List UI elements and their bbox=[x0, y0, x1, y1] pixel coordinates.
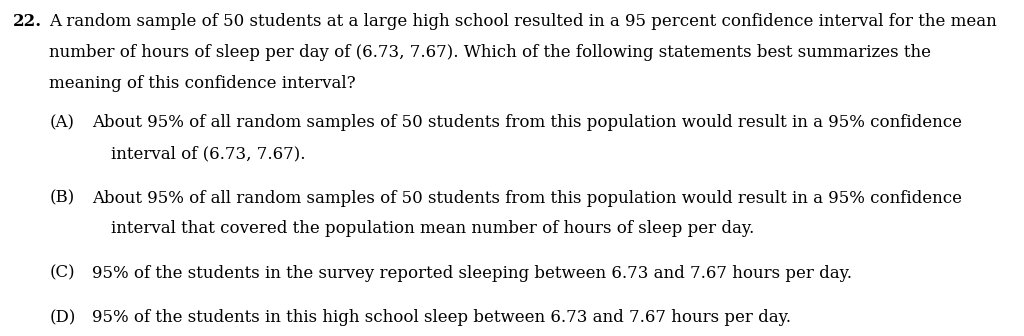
Text: (B): (B) bbox=[49, 190, 75, 207]
Text: 22.: 22. bbox=[13, 13, 42, 31]
Text: interval of (6.73, 7.67).: interval of (6.73, 7.67). bbox=[111, 145, 305, 162]
Text: (A): (A) bbox=[49, 114, 74, 131]
Text: meaning of this confidence interval?: meaning of this confidence interval? bbox=[49, 75, 355, 92]
Text: (C): (C) bbox=[49, 265, 75, 282]
Text: About 95% of all random samples of 50 students from this population would result: About 95% of all random samples of 50 st… bbox=[92, 114, 963, 131]
Text: 95% of the students in the survey reported sleeping between 6.73 and 7.67 hours : 95% of the students in the survey report… bbox=[92, 265, 852, 282]
Text: number of hours of sleep per day of (6.73, 7.67). Which of the following stateme: number of hours of sleep per day of (6.7… bbox=[49, 44, 931, 61]
Text: interval that covered the population mean number of hours of sleep per day.: interval that covered the population mea… bbox=[111, 220, 754, 238]
Text: (D): (D) bbox=[49, 309, 76, 326]
Text: About 95% of all random samples of 50 students from this population would result: About 95% of all random samples of 50 st… bbox=[92, 190, 963, 207]
Text: 95% of the students in this high school sleep between 6.73 and 7.67 hours per da: 95% of the students in this high school … bbox=[92, 309, 792, 326]
Text: A random sample of 50 students at a large high school resulted in a 95 percent c: A random sample of 50 students at a larg… bbox=[49, 13, 997, 31]
